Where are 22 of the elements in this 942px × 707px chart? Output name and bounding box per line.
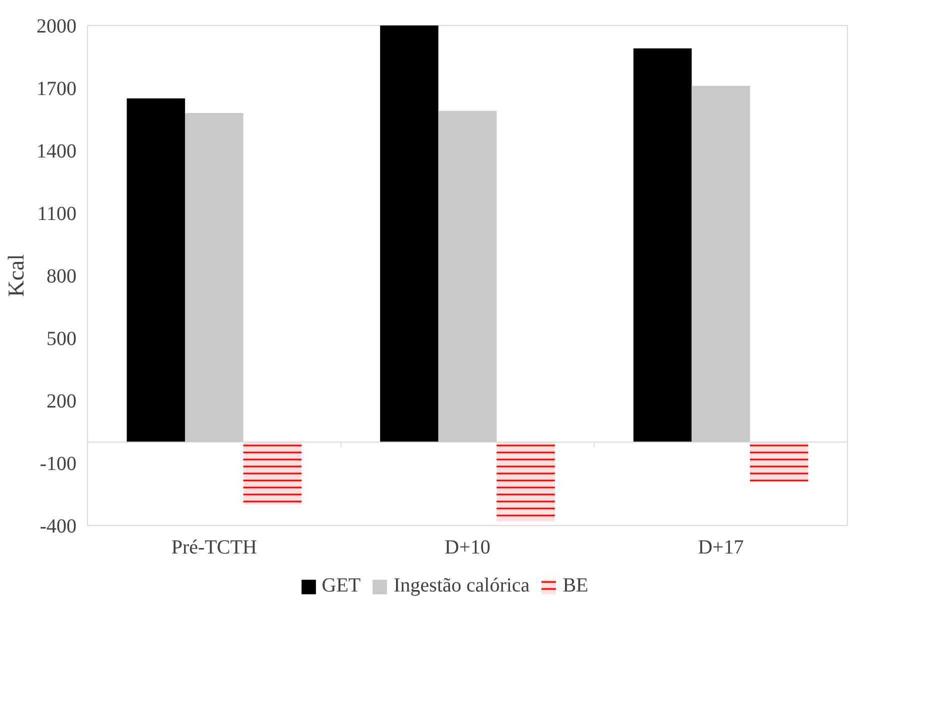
y-tick-label: 1400 [36,140,76,162]
bar [692,86,750,442]
x-tick-label: Pré-TCTH [171,536,257,558]
bar [185,113,244,442]
bar [633,48,692,442]
bar [126,98,186,442]
x-tick-label: D+10 [444,536,490,558]
bar [380,26,438,442]
legend-label: BE [562,574,588,598]
y-tick-label: 800 [46,266,76,288]
y-tick-label: 2000 [36,16,76,38]
y-tick-label: -100 [40,453,77,475]
y-tick-label: -400 [40,516,77,538]
y-tick-label: 1700 [36,78,76,100]
y-axis-title: Kcal [4,254,28,297]
bar [438,110,497,442]
y-tick-label: 500 [46,328,76,350]
x-tick-label: D+17 [698,536,744,558]
y-tick-label: 1100 [37,203,77,225]
legend-label: Ingestão calórica [394,574,530,598]
y-tick-label: 200 [46,390,76,412]
legend-label: GET [322,574,361,598]
